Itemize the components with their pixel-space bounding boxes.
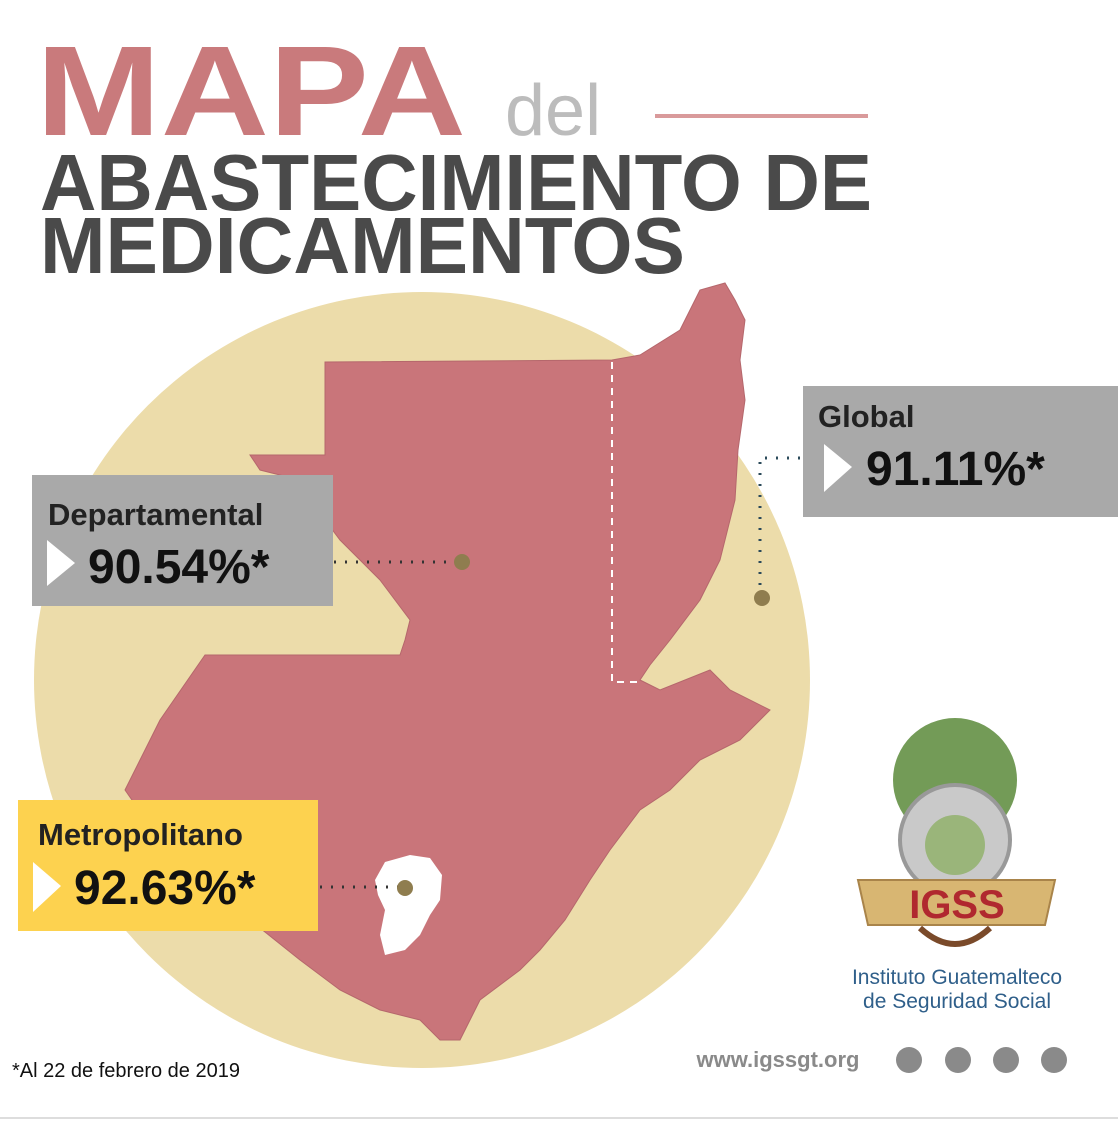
- logo-banner: [856, 879, 1057, 926]
- connector: del: [505, 71, 601, 151]
- twitter-icon[interactable]: [945, 1047, 971, 1073]
- subtitle-line: MEDICAMENTOS: [40, 201, 685, 290]
- logo-figure: [925, 815, 985, 875]
- region-value: 90.54%*: [88, 541, 270, 594]
- border-dashes: [611, 362, 640, 683]
- region-box: [18, 800, 318, 931]
- facebook-icon[interactable]: [896, 1047, 922, 1073]
- marker: [397, 880, 413, 896]
- footnote: *Al 22 de febrero de 2019: [12, 1060, 240, 1082]
- region-box: [803, 386, 1118, 517]
- youtube-icon[interactable]: [993, 1047, 1019, 1073]
- marker: [454, 554, 470, 570]
- region-name: Metropolitano: [38, 817, 243, 852]
- arrow-icon: [33, 862, 61, 912]
- region-name: Departamental: [48, 497, 263, 532]
- region-name: Global: [818, 399, 914, 434]
- arrow-icon: [824, 444, 852, 492]
- title: MAPA: [36, 20, 466, 163]
- logo-acronym: IGSS: [909, 883, 1005, 927]
- region-value: 91.11%*: [866, 443, 1045, 496]
- website[interactable]: www.igssgt.org: [696, 1047, 860, 1072]
- logo: IGSS Instituto Guatemalteco de Seguridad…: [852, 718, 1062, 1013]
- subtitle-line: ABASTECIMIENTO DE: [40, 138, 872, 227]
- logo-name: de Seguridad Social: [863, 990, 1051, 1013]
- metro-area: [375, 855, 442, 955]
- logo-name: Instituto Guatemalteco: [852, 966, 1062, 989]
- region-value: 92.63%*: [74, 862, 256, 915]
- instagram-icon[interactable]: [1041, 1047, 1067, 1073]
- arrow-icon: [47, 540, 75, 586]
- marker: [754, 590, 770, 606]
- region-box: [32, 475, 333, 606]
- logo-roots: [917, 925, 993, 947]
